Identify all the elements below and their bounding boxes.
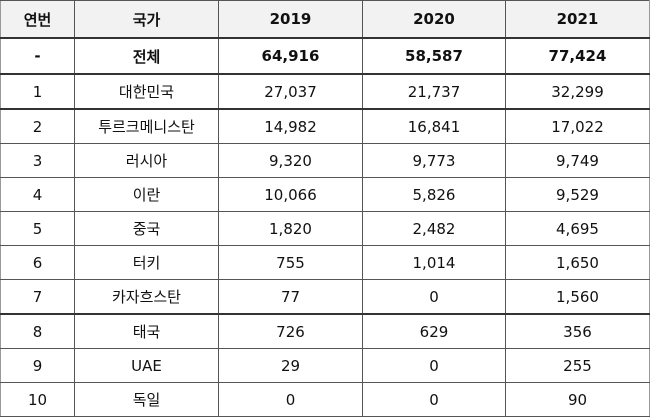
cell-country: 대한민국 — [74, 73, 219, 110]
cell-country: 러시아 — [74, 143, 219, 178]
cell-2021: 1,560 — [505, 279, 650, 315]
cell-2021: 9,529 — [505, 177, 650, 212]
table-row: 9 UAE 29 0 255 — [0, 348, 650, 383]
cell-2019: 9,320 — [218, 143, 363, 178]
cell-2019: 64,916 — [218, 37, 363, 75]
cell-2020: 58,587 — [362, 37, 506, 75]
cell-country: 투르크메니스탄 — [74, 108, 219, 144]
cell-country: 태국 — [74, 313, 219, 349]
cell-2020: 1,014 — [362, 245, 506, 280]
header-no: 연번 — [0, 0, 75, 39]
table-row: 7 카자흐스탄 77 0 1,560 — [0, 279, 650, 315]
table-row: 2 투르크메니스탄 14,982 16,841 17,022 — [0, 108, 650, 144]
cell-2021: 17,022 — [505, 108, 650, 144]
cell-2020: 9,773 — [362, 143, 506, 178]
cell-no: 8 — [0, 313, 75, 349]
total-row: - 전체 64,916 58,587 77,424 — [0, 37, 650, 75]
cell-2020: 2,482 — [362, 211, 506, 246]
cell-no: 10 — [0, 382, 75, 417]
cell-2021: 4,695 — [505, 211, 650, 246]
cell-2019: 726 — [218, 313, 363, 349]
cell-country: 카자흐스탄 — [74, 279, 219, 315]
header-row: 연번 국가 2019 2020 2021 — [0, 0, 650, 39]
cell-country: 전체 — [74, 37, 219, 75]
cell-2019: 1,820 — [218, 211, 363, 246]
cell-2021: 32,299 — [505, 73, 650, 110]
cell-no: 9 — [0, 348, 75, 383]
cell-2020: 0 — [362, 382, 506, 417]
table-row: 4 이란 10,066 5,826 9,529 — [0, 177, 650, 212]
cell-country: 중국 — [74, 211, 219, 246]
cell-no: 2 — [0, 108, 75, 144]
table-row: 8 태국 726 629 356 — [0, 313, 650, 349]
header-2020: 2020 — [362, 0, 506, 39]
cell-2019: 77 — [218, 279, 363, 315]
cell-2021: 77,424 — [505, 37, 650, 75]
cell-no: 1 — [0, 73, 75, 110]
cell-country: UAE — [74, 348, 219, 383]
cell-2019: 755 — [218, 245, 363, 280]
cell-no: 3 — [0, 143, 75, 178]
cell-2021: 90 — [505, 382, 650, 417]
cell-no: 4 — [0, 177, 75, 212]
cell-no: 6 — [0, 245, 75, 280]
header-2019: 2019 — [218, 0, 363, 39]
table-row: 10 독일 0 0 90 — [0, 382, 650, 417]
table-row: 1 대한민국 27,037 21,737 32,299 — [0, 73, 650, 110]
cell-2021: 255 — [505, 348, 650, 383]
header-country: 국가 — [74, 0, 219, 39]
cell-2020: 16,841 — [362, 108, 506, 144]
cell-no: - — [0, 37, 75, 75]
cell-country: 이란 — [74, 177, 219, 212]
header-2021: 2021 — [505, 0, 650, 39]
cell-2020: 21,737 — [362, 73, 506, 110]
cell-2019: 10,066 — [218, 177, 363, 212]
table-row: 6 터키 755 1,014 1,650 — [0, 245, 650, 280]
table-row: 5 중국 1,820 2,482 4,695 — [0, 211, 650, 246]
cell-2019: 27,037 — [218, 73, 363, 110]
cell-2021: 9,749 — [505, 143, 650, 178]
cell-2020: 0 — [362, 279, 506, 315]
cell-2019: 29 — [218, 348, 363, 383]
cell-country: 터키 — [74, 245, 219, 280]
cell-no: 7 — [0, 279, 75, 315]
cell-country: 독일 — [74, 382, 219, 417]
cell-2021: 356 — [505, 313, 650, 349]
cell-2020: 629 — [362, 313, 506, 349]
cell-2020: 0 — [362, 348, 506, 383]
cell-2020: 5,826 — [362, 177, 506, 212]
cell-no: 5 — [0, 211, 75, 246]
cell-2021: 1,650 — [505, 245, 650, 280]
cell-2019: 0 — [218, 382, 363, 417]
table-row: 3 러시아 9,320 9,773 9,749 — [0, 143, 650, 178]
cell-2019: 14,982 — [218, 108, 363, 144]
